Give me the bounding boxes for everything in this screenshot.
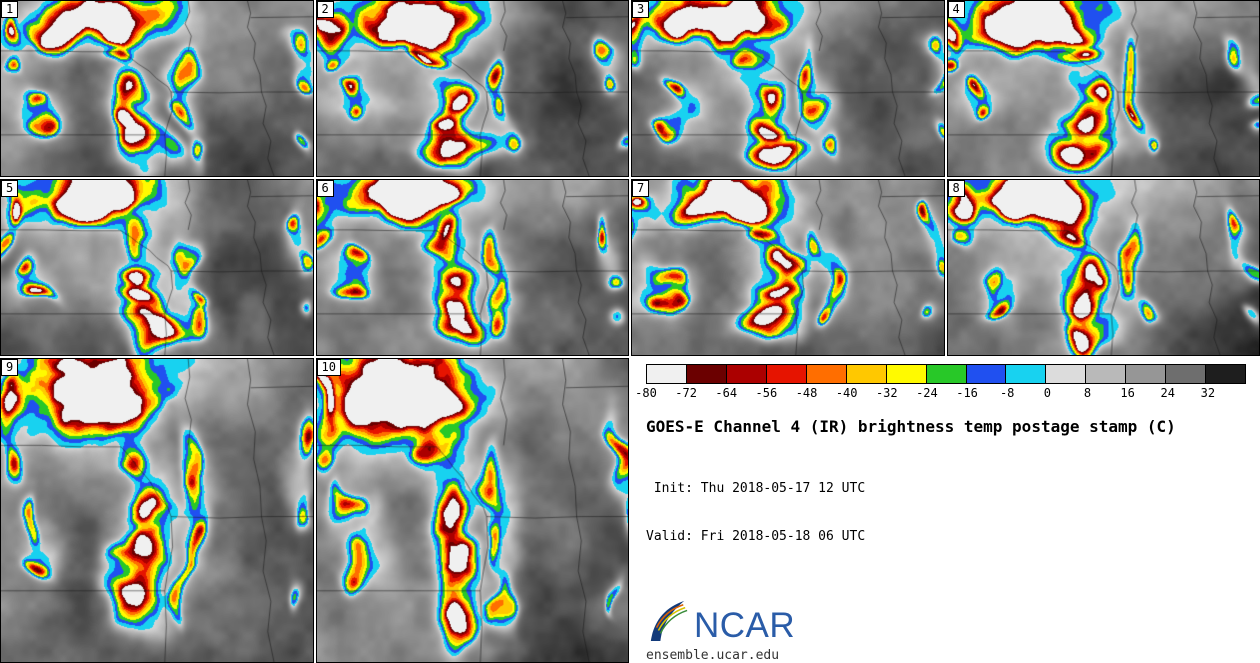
- colorbar-segment: [966, 365, 1007, 383]
- postage-stamp-panel-4: 4: [946, 0, 1260, 177]
- colorbar-segment: [846, 365, 887, 383]
- colorbar-segment: [1006, 365, 1047, 383]
- panel-number-label: 2: [316, 1, 334, 18]
- satellite-ir-image: [632, 1, 944, 176]
- colorbar-tick: -48: [795, 386, 818, 400]
- colorbar-tick: -72: [675, 386, 697, 400]
- colorbar-segment: [1206, 365, 1246, 383]
- postage-stamp-panel-1: 1: [0, 0, 314, 177]
- postage-stamp-panel-10: 10: [315, 358, 629, 663]
- postage-stamp-panel-2: 2: [315, 0, 629, 177]
- satellite-ir-image: [1, 359, 313, 662]
- panel-number-label: 6: [316, 180, 334, 197]
- ncar-logo-icon: [646, 599, 690, 645]
- colorbar-tick: -80: [635, 386, 657, 400]
- colorbar-tick: 32: [1200, 386, 1216, 400]
- valid-time-line: Valid: Fri 2018-05-18 06 UTC: [646, 529, 866, 544]
- satellite-ir-image: [947, 180, 1259, 355]
- init-time-line: Init: Thu 2018-05-17 12 UTC: [646, 481, 866, 496]
- colorbar-segment: [806, 365, 847, 383]
- postage-stamp-panel-7: 7: [631, 179, 945, 356]
- satellite-ir-image: [1, 1, 313, 176]
- satellite-ir-image: [316, 180, 628, 355]
- colorbar-segment: [766, 365, 807, 383]
- panel-number-label: 8: [947, 180, 965, 197]
- colorbar-segment: [726, 365, 767, 383]
- branding-row: NCAR: [646, 599, 1260, 645]
- run-time-info: Init: Thu 2018-05-17 12 UTC Valid: Fri 2…: [646, 449, 1260, 577]
- satellite-ir-image: [632, 180, 944, 355]
- colorbar-segment: [1126, 365, 1167, 383]
- postage-stamp-panel-3: 3: [631, 0, 945, 177]
- postage-stamp-panel-6: 6: [315, 179, 629, 356]
- postage-stamp-panel-9: 9: [0, 358, 314, 663]
- colorbar-segment: [1086, 365, 1127, 383]
- colorbar-segment: [886, 365, 927, 383]
- satellite-ir-image: [316, 1, 628, 176]
- colorbar-tick: -56: [755, 386, 778, 400]
- ensemble-url-text: ensemble.ucar.edu: [646, 648, 780, 663]
- colorbar-segment: [647, 365, 687, 383]
- colorbar-segment: [1166, 365, 1207, 383]
- colorbar-segment: [926, 365, 967, 383]
- colorbar-tick: -32: [875, 386, 898, 400]
- colorbar-tick: -40: [835, 386, 858, 400]
- colorbar-segment: [1046, 365, 1087, 383]
- postage-stamp-panel-8: 8: [946, 179, 1260, 356]
- colorbar-tick: 0: [1043, 386, 1051, 400]
- colorbar-tick: 16: [1120, 386, 1135, 400]
- colorbar-tick: 8: [1083, 386, 1092, 400]
- postage-stamp-panel-5: 5: [0, 179, 314, 356]
- satellite-ir-image: [947, 1, 1259, 176]
- satellite-ir-image: [316, 359, 628, 662]
- temperature-colorbar: [646, 364, 1246, 384]
- panel-number-label: 3: [632, 1, 650, 18]
- colorbar-segment: [686, 365, 727, 383]
- panel-number-label: 7: [632, 180, 650, 197]
- panel-number-label: 9: [1, 359, 19, 376]
- colorbar-tick: -24: [916, 386, 938, 400]
- colorbar-tick: 24: [1160, 386, 1175, 400]
- product-title: GOES-E Channel 4 (IR) brightness temp po…: [646, 417, 1176, 436]
- panel-number-label: 4: [947, 1, 965, 18]
- panel-number-label: 10: [316, 359, 341, 376]
- satellite-ir-image: [1, 180, 313, 355]
- colorbar-tick: -64: [715, 386, 738, 400]
- panel-number-label: 5: [1, 180, 19, 197]
- ncar-wordmark: NCAR: [694, 606, 796, 645]
- colorbar-tick: -8: [999, 386, 1015, 400]
- panel-number-label: 1: [1, 1, 19, 18]
- legend-block: -80 -72 -64 -56 -48 -40 -32 -24 -16 -8 0 8 16 24 32 GO…: [631, 358, 1260, 663]
- colorbar-tick-labels: -80 -72 -64 -56 -48 -40 -32 -24 -16 -8 0 8 16 24 32: [635, 384, 1248, 401]
- colorbar-tick: -16: [956, 386, 978, 400]
